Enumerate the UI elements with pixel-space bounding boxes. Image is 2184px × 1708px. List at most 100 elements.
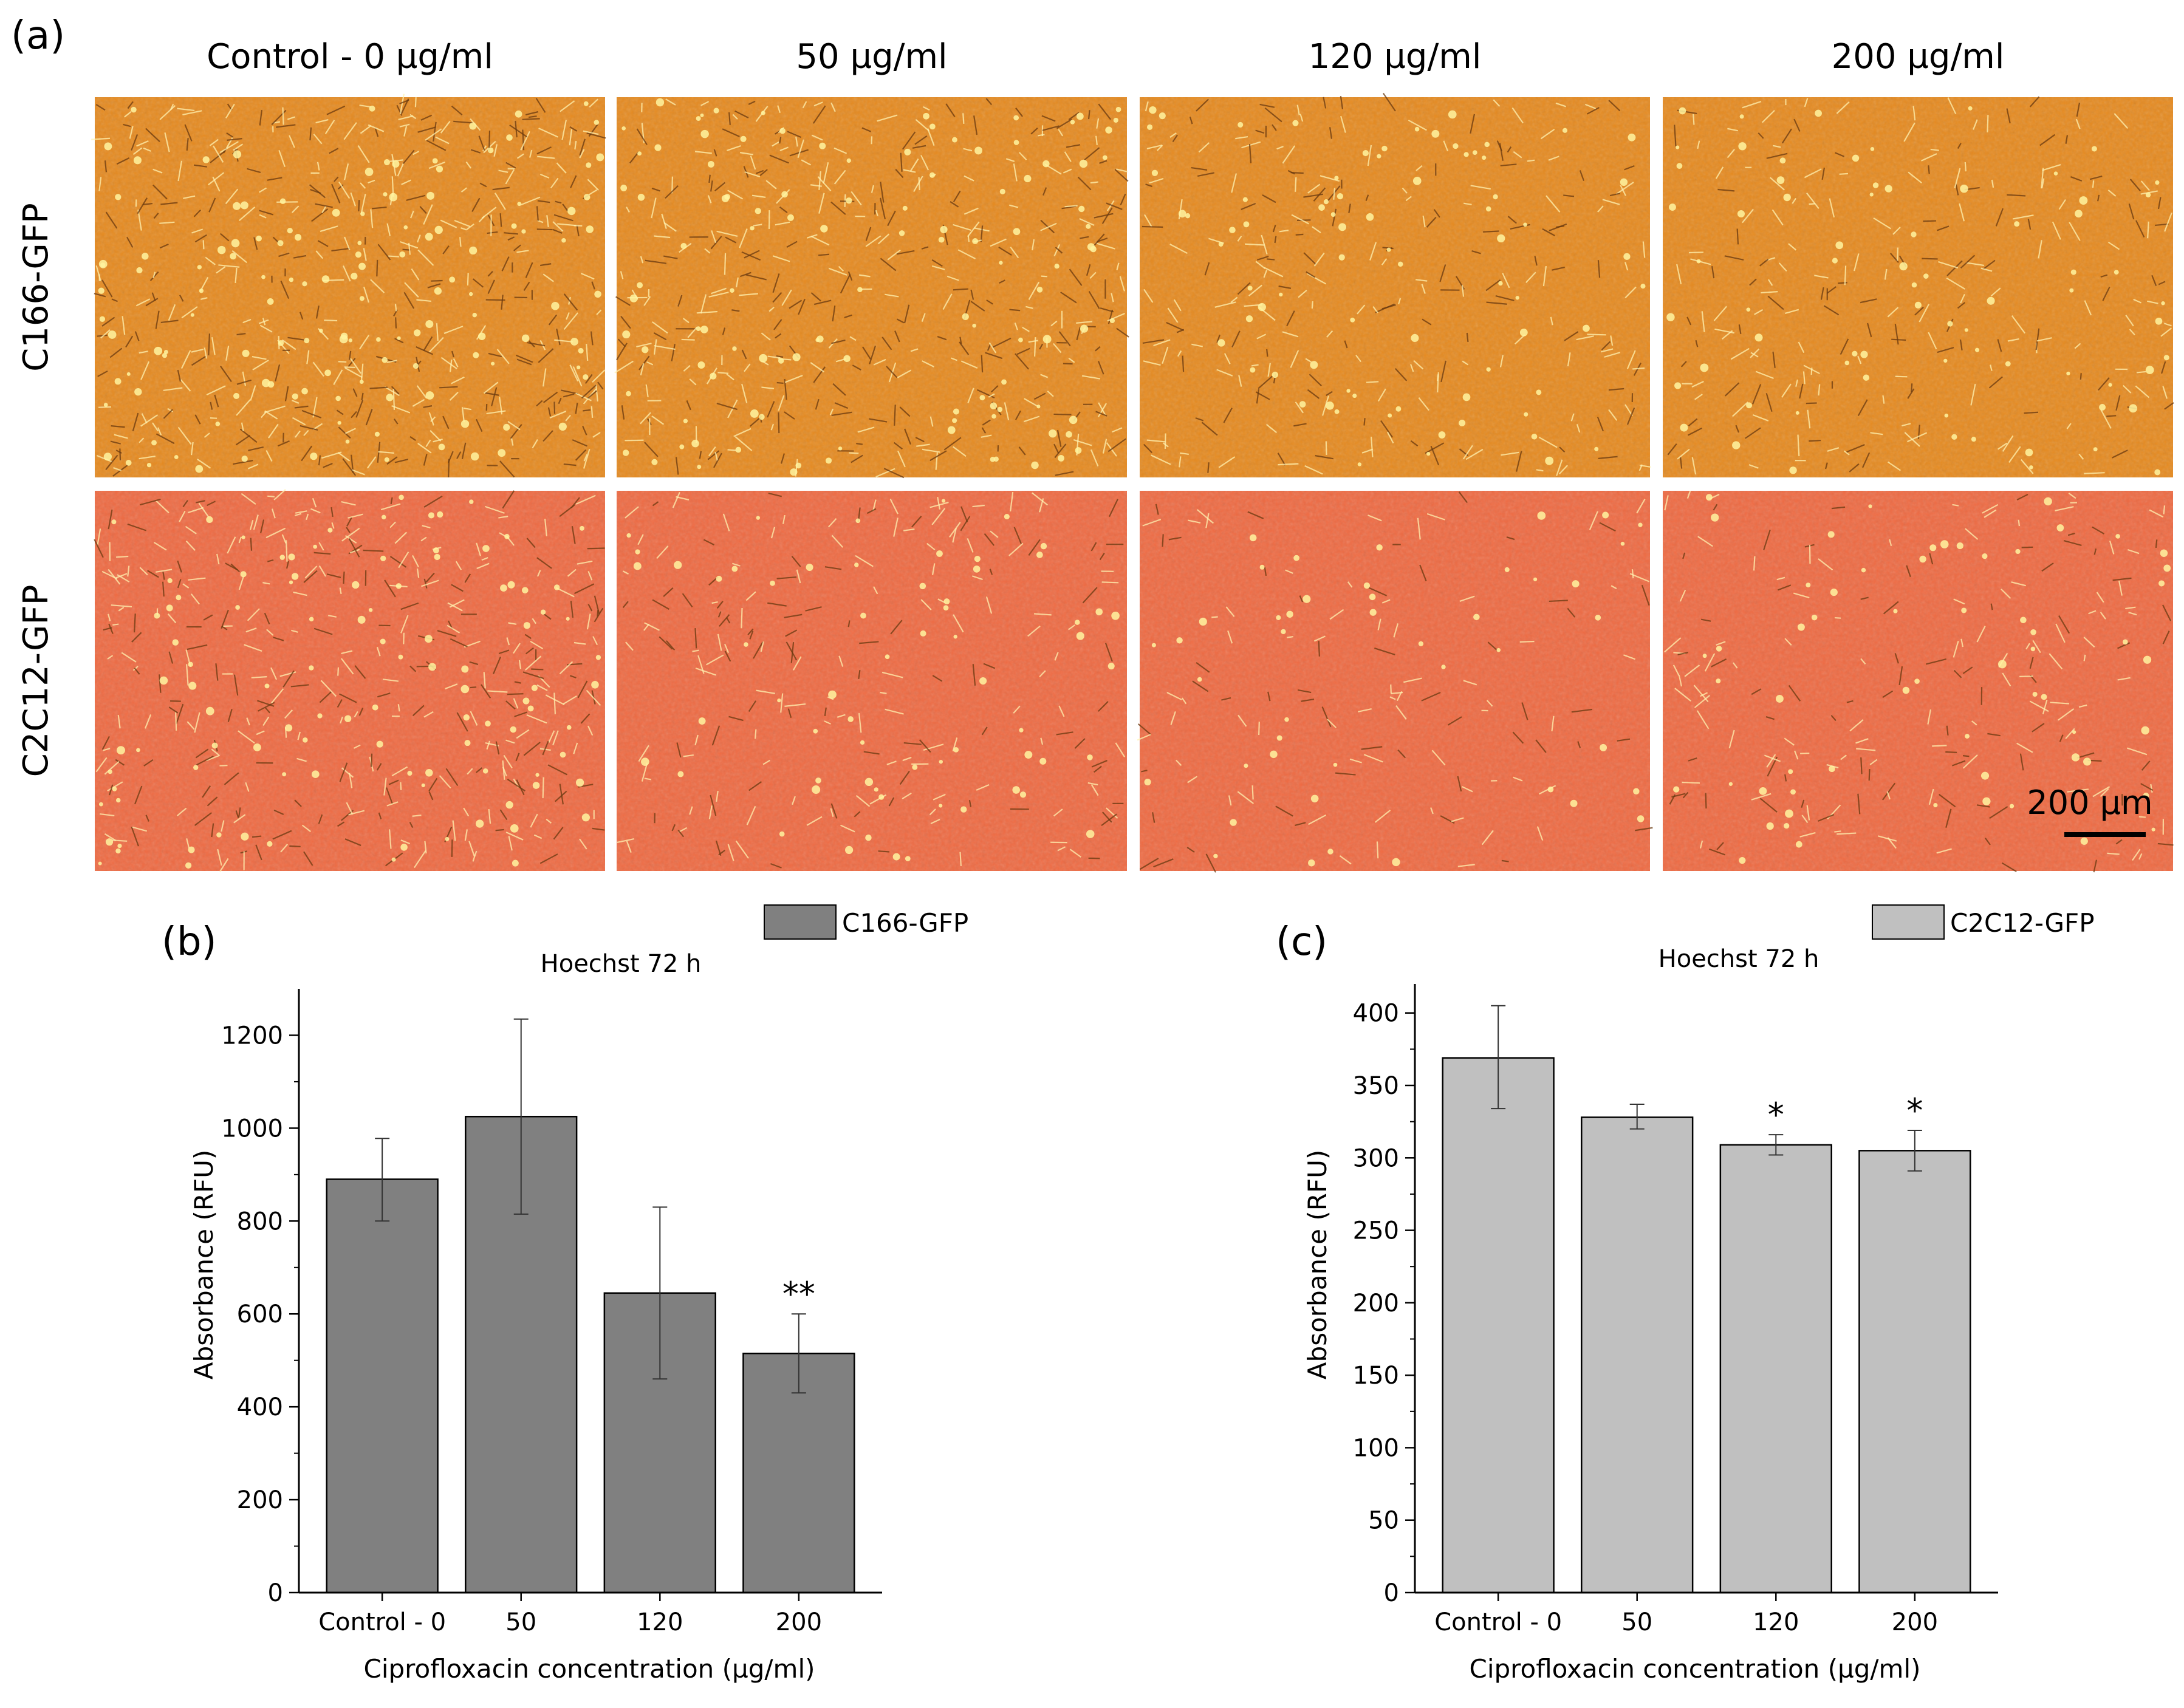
cell-streak: [536, 557, 552, 569]
cell-streak: [700, 294, 707, 314]
cell-streak: [1889, 253, 1899, 263]
cell-streak: [1374, 809, 1391, 823]
cell-streak: [1664, 637, 1682, 653]
cell-dot: [359, 380, 364, 384]
cell-streak: [312, 361, 324, 377]
cell-streak: [1615, 182, 1634, 195]
cell-streak: [579, 149, 585, 159]
y-tick-label: 600: [237, 1300, 283, 1328]
cell-streak: [818, 193, 825, 214]
cell-dot: [1031, 461, 1039, 470]
cell-streak: [769, 154, 789, 164]
cell-dot: [744, 642, 748, 647]
cell-dot: [972, 238, 979, 244]
cell-streak: [779, 137, 782, 144]
cell-streak: [859, 641, 879, 644]
cell-dot: [960, 806, 967, 813]
cell-streak: [1862, 452, 1871, 468]
cell-streak: [641, 762, 648, 782]
cell-streak: [869, 345, 877, 364]
cell-streak: [203, 614, 213, 621]
cell-streak: [390, 497, 393, 505]
cell-dot: [277, 240, 284, 247]
cell-streak: [557, 223, 577, 227]
cell-streak: [131, 826, 140, 847]
cell-streak: [1997, 442, 2008, 450]
cell-streak: [185, 540, 196, 551]
cell-streak: [204, 347, 208, 359]
cell-streak: [900, 152, 903, 172]
cell-streak: [1176, 329, 1185, 333]
cell-streak: [1413, 360, 1424, 370]
cell-streak: [1116, 168, 1128, 173]
cell-streak: [1512, 731, 1524, 744]
cell-streak: [1068, 624, 1075, 630]
cell-dot: [1333, 762, 1338, 767]
cell-streak: [990, 385, 999, 393]
micrograph-texture: [1140, 491, 1650, 871]
cell-streak: [772, 273, 780, 293]
cell-streak: [424, 841, 427, 854]
cell-streak: [547, 764, 568, 776]
cell-dot: [425, 233, 433, 241]
cell-streak: [536, 570, 541, 577]
cell-streak: [331, 247, 350, 252]
cell-streak: [200, 297, 208, 300]
cell-streak: [525, 262, 533, 278]
cell-dot: [1595, 614, 1601, 621]
cell-streak: [754, 729, 757, 739]
cell-streak: [2011, 581, 2026, 587]
cell-streak: [1697, 140, 1700, 149]
cell-streak: [747, 628, 754, 635]
cell-dot: [1533, 577, 1538, 581]
cell-streak: [1764, 754, 1781, 762]
cell-streak: [397, 704, 400, 712]
cell-dot: [1323, 199, 1329, 205]
cell-streak: [785, 629, 798, 637]
panel-a-label: (a): [11, 13, 65, 58]
cell-streak: [185, 664, 189, 686]
cell-streak: [437, 630, 457, 637]
cell-dot: [622, 330, 631, 339]
cell-streak: [1098, 402, 1106, 415]
cell-streak: [1840, 338, 1849, 355]
cell-streak: [125, 335, 134, 348]
cell-streak: [363, 549, 384, 552]
cell-streak: [1323, 97, 1327, 109]
cell-streak: [442, 415, 450, 429]
cell-streak: [584, 374, 593, 384]
cell-streak: [1688, 251, 1704, 254]
cell-streak: [1082, 587, 1098, 604]
cell-dot: [1042, 335, 1052, 344]
cell-streak: [101, 279, 113, 298]
cell-dot: [1392, 858, 1400, 867]
cell-streak: [1383, 92, 1396, 112]
cell-dot: [795, 462, 802, 469]
cell-streak: [401, 179, 411, 185]
cell-streak: [1589, 511, 1598, 530]
cell-dot: [1369, 609, 1377, 616]
cell-streak: [733, 428, 751, 437]
cell-streak: [317, 240, 329, 247]
cell-streak: [840, 274, 851, 294]
cell-streak: [400, 782, 402, 790]
cell-streak: [1347, 581, 1353, 588]
cell-dot: [1964, 328, 1968, 332]
cell-streak: [2117, 642, 2131, 649]
cell-streak: [260, 519, 265, 533]
cell-dot: [292, 393, 298, 400]
cell-streak: [1056, 731, 1073, 736]
x-tick-label: Control - 0: [1434, 1608, 1562, 1636]
cell-streak: [806, 816, 823, 826]
cell-dot: [146, 462, 152, 468]
cell-streak: [587, 725, 594, 736]
cell-dot: [337, 421, 341, 425]
cell-streak: [358, 200, 360, 211]
cell-streak: [570, 601, 574, 618]
cell-streak: [337, 452, 351, 462]
cell-streak: [411, 268, 420, 281]
chart-b-x-axis-label: Ciprofloxacin concentration (µg/ml): [364, 1654, 815, 1684]
cell-dot: [535, 773, 539, 777]
cell-dot: [188, 661, 193, 668]
cell-streak: [1040, 374, 1049, 378]
